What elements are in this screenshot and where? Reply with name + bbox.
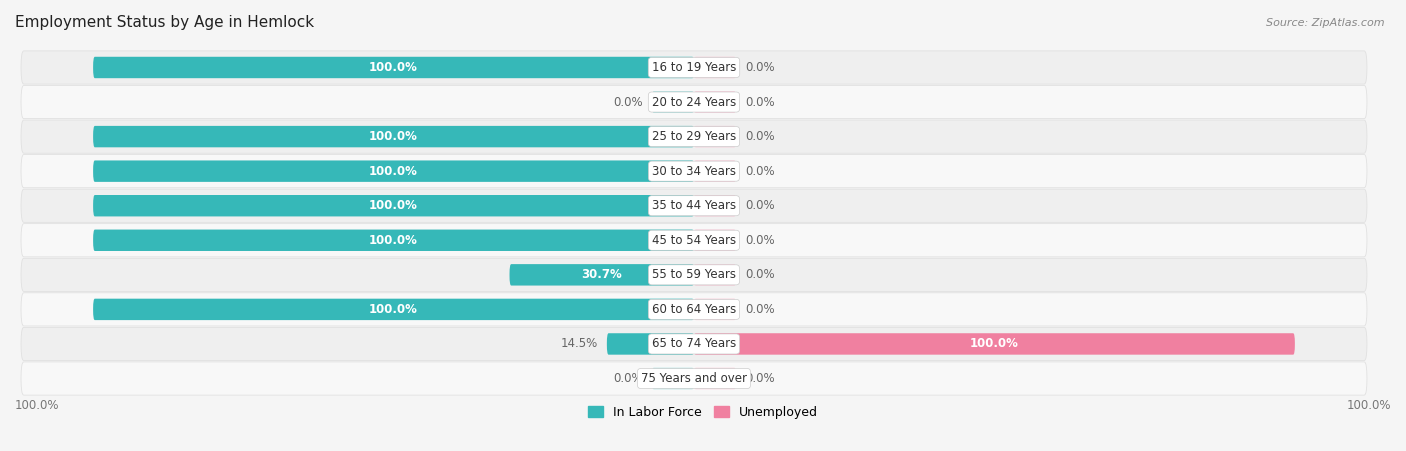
FancyBboxPatch shape: [695, 230, 737, 251]
Text: 16 to 19 Years: 16 to 19 Years: [652, 61, 737, 74]
FancyBboxPatch shape: [21, 85, 1367, 119]
FancyBboxPatch shape: [607, 333, 695, 354]
FancyBboxPatch shape: [21, 189, 1367, 222]
FancyBboxPatch shape: [695, 368, 737, 389]
Text: 100.0%: 100.0%: [370, 130, 418, 143]
FancyBboxPatch shape: [695, 92, 737, 113]
Text: 0.0%: 0.0%: [613, 96, 643, 109]
FancyBboxPatch shape: [695, 195, 737, 216]
Text: 0.0%: 0.0%: [745, 96, 775, 109]
Text: 30 to 34 Years: 30 to 34 Years: [652, 165, 735, 178]
Text: 30.7%: 30.7%: [581, 268, 621, 281]
FancyBboxPatch shape: [93, 195, 695, 216]
Text: 100.0%: 100.0%: [370, 303, 418, 316]
FancyBboxPatch shape: [652, 92, 695, 113]
Text: 100.0%: 100.0%: [370, 234, 418, 247]
FancyBboxPatch shape: [93, 230, 695, 251]
Text: 0.0%: 0.0%: [745, 268, 775, 281]
Text: 100.0%: 100.0%: [1347, 399, 1391, 412]
FancyBboxPatch shape: [93, 161, 695, 182]
FancyBboxPatch shape: [21, 258, 1367, 291]
Text: 100.0%: 100.0%: [370, 61, 418, 74]
Text: 65 to 74 Years: 65 to 74 Years: [652, 337, 737, 350]
FancyBboxPatch shape: [21, 120, 1367, 153]
FancyBboxPatch shape: [652, 368, 695, 389]
FancyBboxPatch shape: [93, 126, 695, 147]
Text: 14.5%: 14.5%: [561, 337, 598, 350]
Text: 100.0%: 100.0%: [15, 399, 59, 412]
FancyBboxPatch shape: [695, 57, 737, 78]
Text: 0.0%: 0.0%: [613, 372, 643, 385]
Text: 35 to 44 Years: 35 to 44 Years: [652, 199, 737, 212]
Text: 0.0%: 0.0%: [745, 303, 775, 316]
FancyBboxPatch shape: [21, 51, 1367, 84]
FancyBboxPatch shape: [93, 299, 695, 320]
Text: Source: ZipAtlas.com: Source: ZipAtlas.com: [1267, 18, 1385, 28]
FancyBboxPatch shape: [695, 126, 737, 147]
Text: Employment Status by Age in Hemlock: Employment Status by Age in Hemlock: [15, 15, 314, 30]
FancyBboxPatch shape: [21, 224, 1367, 257]
Text: 0.0%: 0.0%: [745, 130, 775, 143]
FancyBboxPatch shape: [695, 299, 737, 320]
Text: 100.0%: 100.0%: [970, 337, 1019, 350]
Text: 25 to 29 Years: 25 to 29 Years: [652, 130, 737, 143]
Text: 0.0%: 0.0%: [745, 372, 775, 385]
Text: 20 to 24 Years: 20 to 24 Years: [652, 96, 737, 109]
Text: 0.0%: 0.0%: [745, 165, 775, 178]
FancyBboxPatch shape: [21, 155, 1367, 188]
FancyBboxPatch shape: [695, 264, 737, 285]
Text: 0.0%: 0.0%: [745, 199, 775, 212]
Text: 0.0%: 0.0%: [745, 234, 775, 247]
FancyBboxPatch shape: [509, 264, 695, 285]
Text: 45 to 54 Years: 45 to 54 Years: [652, 234, 737, 247]
Text: 100.0%: 100.0%: [370, 165, 418, 178]
Text: 60 to 64 Years: 60 to 64 Years: [652, 303, 737, 316]
Text: 0.0%: 0.0%: [745, 61, 775, 74]
FancyBboxPatch shape: [21, 362, 1367, 395]
Text: 75 Years and over: 75 Years and over: [641, 372, 747, 385]
Text: 55 to 59 Years: 55 to 59 Years: [652, 268, 735, 281]
FancyBboxPatch shape: [695, 161, 737, 182]
FancyBboxPatch shape: [21, 327, 1367, 360]
FancyBboxPatch shape: [21, 293, 1367, 326]
Text: 100.0%: 100.0%: [370, 199, 418, 212]
FancyBboxPatch shape: [695, 333, 1295, 354]
FancyBboxPatch shape: [93, 57, 695, 78]
Legend: In Labor Force, Unemployed: In Labor Force, Unemployed: [583, 401, 823, 424]
